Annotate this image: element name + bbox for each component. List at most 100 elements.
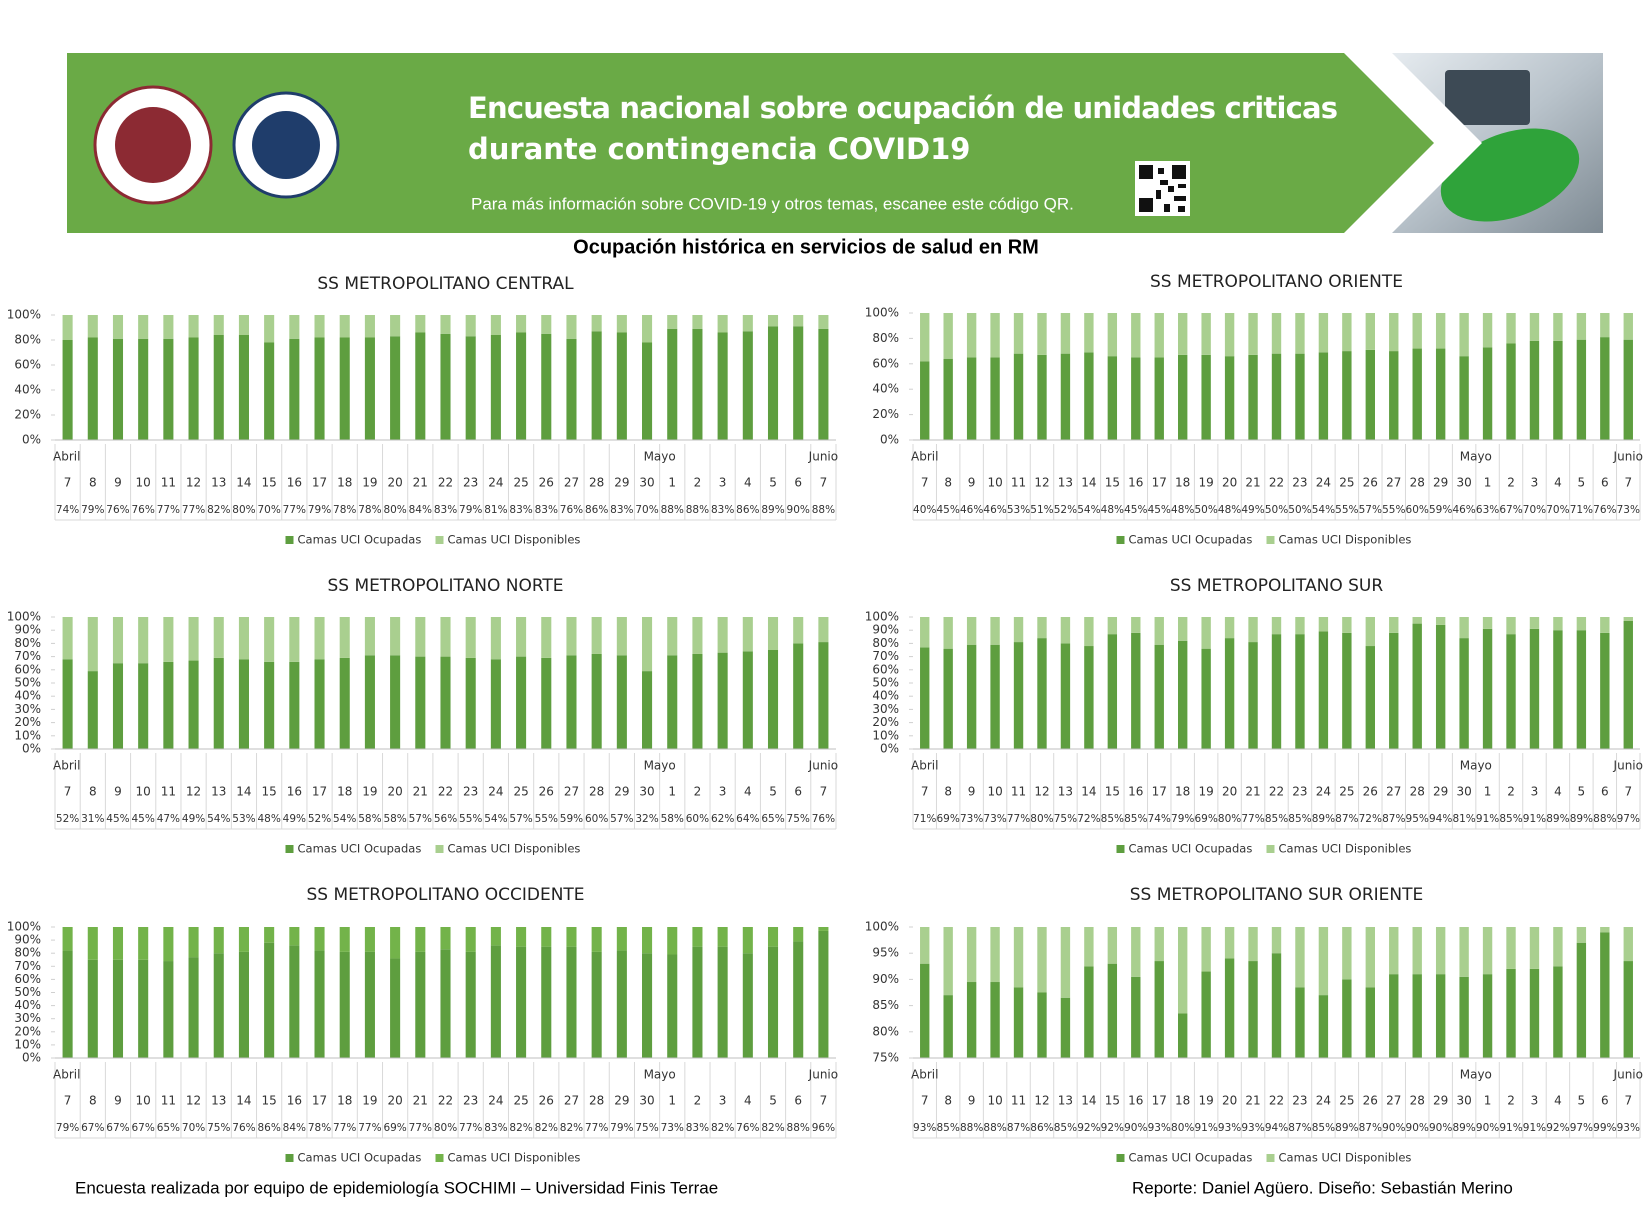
chart-title: SS METROPOLITANO NORTE xyxy=(327,576,563,596)
bar-segment xyxy=(566,946,577,1058)
y-tick-label: 20% xyxy=(14,408,41,422)
bar-segment xyxy=(264,661,275,749)
table-value: 46% xyxy=(960,504,983,516)
bar-segment xyxy=(1553,966,1563,1058)
bar-segment xyxy=(1529,340,1540,440)
table-value: 89% xyxy=(1570,813,1593,825)
bar-segment xyxy=(1482,313,1493,348)
bar-segment xyxy=(541,946,552,1058)
legend-label: Camas UCI Disponibles xyxy=(448,533,581,547)
table-value: 79% xyxy=(308,504,331,516)
bar-segment xyxy=(289,661,300,749)
legend-label: Camas UCI Ocupadas xyxy=(1129,1151,1253,1165)
y-tick-label: 60% xyxy=(872,662,899,676)
bar-segment xyxy=(364,655,375,749)
x-tick-label: 4 xyxy=(744,785,752,799)
chart-title: SS METROPOLITANO SUR xyxy=(1170,576,1384,596)
bar-segment xyxy=(1553,630,1563,749)
table-value: 80% xyxy=(1030,813,1053,825)
bar-segment xyxy=(1084,927,1094,967)
y-tick-label: 30% xyxy=(14,702,41,716)
x-tick-label: 7 xyxy=(921,1094,929,1108)
x-tick-label: 14 xyxy=(236,476,251,490)
table-value: 80% xyxy=(434,1122,457,1134)
bar-segment xyxy=(1529,313,1540,341)
x-tick-label: 17 xyxy=(312,785,327,799)
table-value: 78% xyxy=(308,1122,331,1134)
bar-segment xyxy=(642,342,653,440)
bar-segment xyxy=(793,927,804,942)
table-value: 79% xyxy=(81,504,104,516)
y-tick-label: 10% xyxy=(872,728,899,742)
bar-segment xyxy=(1412,313,1422,349)
x-tick-label: 7 xyxy=(921,476,929,490)
x-tick-label: 29 xyxy=(1433,785,1448,799)
y-tick-label: 20% xyxy=(14,1024,41,1038)
table-value: 89% xyxy=(761,504,784,516)
table-value: 57% xyxy=(409,813,432,825)
x-tick-label: 1 xyxy=(668,1094,676,1108)
bar-segment xyxy=(742,331,753,440)
monitor xyxy=(1445,70,1530,125)
bar-segment xyxy=(943,648,953,749)
bar-segment xyxy=(112,338,124,440)
bar-segment xyxy=(692,328,703,440)
x-tick-label: 30 xyxy=(639,476,654,490)
table-value: 75% xyxy=(787,813,810,825)
bar-segment xyxy=(793,617,804,644)
bar-segment xyxy=(1600,927,1610,933)
x-tick-label: 1 xyxy=(1484,785,1492,799)
x-tick-label: 7 xyxy=(64,785,72,799)
x-tick-label: 25 xyxy=(513,476,528,490)
table-value: 74% xyxy=(56,504,79,516)
bar-segment xyxy=(364,927,375,952)
bar-segment xyxy=(1013,313,1024,354)
x-tick-label: 9 xyxy=(968,1094,976,1108)
bar-segment xyxy=(1060,927,1071,998)
bar-segment xyxy=(1459,638,1469,749)
bar-segment xyxy=(1060,643,1071,749)
x-tick-label: 2 xyxy=(1507,785,1515,799)
bar-segment xyxy=(1600,313,1610,338)
bar-segment xyxy=(415,332,426,440)
y-tick-label: 40% xyxy=(872,689,899,703)
table-value: 60% xyxy=(686,813,709,825)
bar-segment xyxy=(667,954,678,1058)
table-value: 75% xyxy=(207,1122,230,1134)
y-tick-label: 100% xyxy=(865,306,899,320)
x-tick-label: 8 xyxy=(89,1094,97,1108)
x-tick-label: 26 xyxy=(539,476,554,490)
x-tick-label: 16 xyxy=(287,1094,302,1108)
bar-segment xyxy=(440,656,451,749)
table-value: 67% xyxy=(81,1122,104,1134)
x-tick-label: 19 xyxy=(1199,476,1214,490)
bar-segment xyxy=(490,617,501,660)
bar-segment xyxy=(1412,348,1422,440)
bar-segment xyxy=(1107,634,1118,749)
bar-segment xyxy=(1201,617,1211,649)
x-tick-label: 9 xyxy=(968,476,976,490)
month-label: Mayo xyxy=(644,759,676,773)
table-value: 55% xyxy=(1335,504,1358,516)
x-tick-label: 8 xyxy=(944,476,952,490)
bar-segment xyxy=(163,315,174,339)
bar-segment xyxy=(1435,624,1446,749)
bar-segment xyxy=(163,338,174,440)
x-tick-label: 29 xyxy=(614,1094,629,1108)
table-value: 51% xyxy=(1030,504,1053,516)
bar-segment xyxy=(818,617,829,643)
table-value: 58% xyxy=(383,813,406,825)
table-value: 72% xyxy=(1359,813,1382,825)
x-tick-label: 26 xyxy=(539,1094,554,1108)
bar-segment xyxy=(1271,953,1282,1058)
table-value: 73% xyxy=(661,1122,684,1134)
bar-segment xyxy=(1576,313,1587,340)
bar-segment xyxy=(1013,617,1024,643)
x-tick-label: 21 xyxy=(1245,476,1260,490)
bar-segment xyxy=(1459,313,1469,357)
bar-segment xyxy=(566,338,577,440)
table-value: 91% xyxy=(1194,1122,1217,1134)
table-value: 52% xyxy=(308,813,331,825)
bar-segment xyxy=(490,659,501,749)
